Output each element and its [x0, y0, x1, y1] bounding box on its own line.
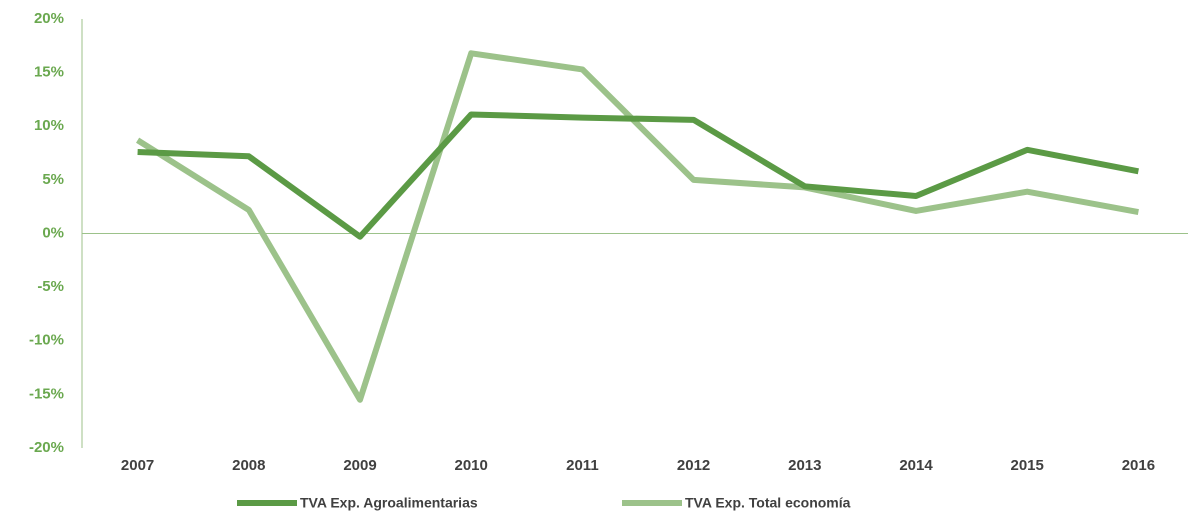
- y-tick-label: 15%: [34, 64, 64, 81]
- y-tick-label: 0%: [42, 224, 64, 241]
- legend-label: TVA Exp. Agroalimentarias: [300, 495, 478, 511]
- y-tick-label: 5%: [42, 171, 64, 188]
- x-tick-label: 2009: [343, 457, 376, 474]
- y-tick-label: -20%: [29, 439, 64, 456]
- y-tick-label: -10%: [29, 332, 64, 349]
- y-tick-label: 10%: [34, 117, 64, 134]
- x-tick-label: 2011: [566, 457, 599, 474]
- y-tick-label: -15%: [29, 385, 64, 402]
- x-tick-label: 2008: [232, 457, 265, 474]
- legend-label: TVA Exp. Total economía: [685, 495, 851, 511]
- x-tick-label: 2010: [455, 457, 488, 474]
- series-line: [137, 111, 1139, 240]
- series-line: [136, 50, 1139, 403]
- x-tick-label: 2016: [1122, 457, 1155, 474]
- x-tick-label: 2014: [899, 457, 933, 474]
- x-tick-label: 2007: [121, 457, 154, 474]
- y-tick-label: -5%: [37, 278, 64, 295]
- x-tick-label: 2015: [1011, 457, 1044, 474]
- x-tick-label: 2012: [677, 457, 710, 474]
- x-tick-label: 2013: [788, 457, 821, 474]
- y-tick-label: 20%: [34, 10, 64, 27]
